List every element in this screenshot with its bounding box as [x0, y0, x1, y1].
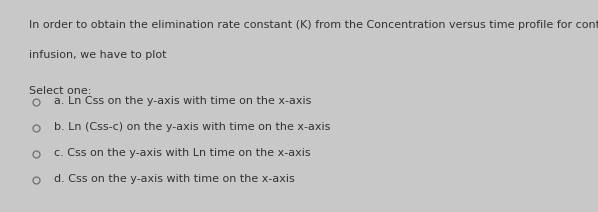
Text: a. Ln Css on the y-axis with time on the x-axis: a. Ln Css on the y-axis with time on the…: [54, 96, 312, 106]
Text: d. Css on the y-axis with time on the x-axis: d. Css on the y-axis with time on the x-…: [54, 174, 295, 184]
Text: Select one:: Select one:: [29, 86, 91, 96]
Text: c. Css on the y-axis with Ln time on the x-axis: c. Css on the y-axis with Ln time on the…: [54, 148, 311, 158]
Text: In order to obtain the elimination rate constant (K) from the Concentration vers: In order to obtain the elimination rate …: [29, 20, 598, 30]
Text: b. Ln (Css-c) on the y-axis with time on the x-axis: b. Ln (Css-c) on the y-axis with time on…: [54, 122, 331, 132]
Text: infusion, we have to plot: infusion, we have to plot: [29, 50, 167, 60]
